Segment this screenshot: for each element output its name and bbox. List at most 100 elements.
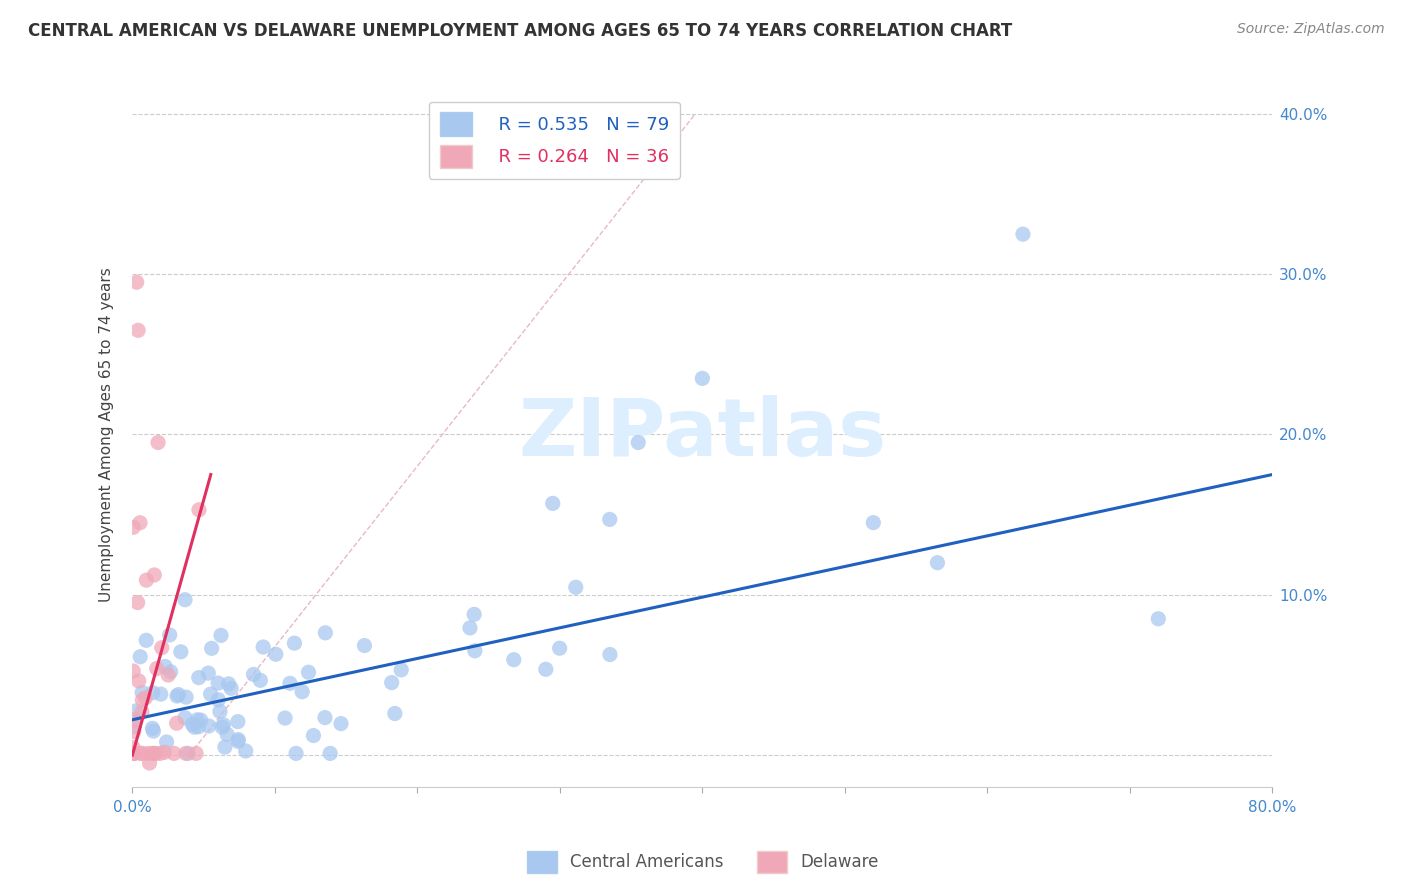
Point — [141, 747, 163, 761]
Point — [226, 734, 249, 748]
Legend:   R = 0.535   N = 79,   R = 0.264   N = 36: R = 0.535 N = 79, R = 0.264 N = 36 — [429, 102, 679, 178]
Point — [174, 592, 197, 607]
Point — [134, 690, 156, 705]
Text: Source: ZipAtlas.com: Source: ZipAtlas.com — [1237, 22, 1385, 37]
Point — [283, 636, 305, 650]
Point — [302, 729, 325, 743]
Point — [627, 435, 650, 450]
Point — [174, 747, 197, 761]
Point — [153, 745, 176, 759]
Point — [129, 649, 152, 664]
Point — [122, 713, 145, 727]
Point — [381, 675, 404, 690]
Point — [208, 705, 231, 719]
Point — [187, 671, 209, 685]
Point — [207, 693, 229, 707]
Point — [122, 747, 145, 761]
Point — [135, 573, 157, 587]
Point — [138, 756, 160, 770]
Point — [153, 659, 176, 673]
Point — [131, 685, 153, 699]
Point — [142, 747, 165, 761]
Point — [190, 713, 212, 727]
Point — [458, 621, 481, 635]
Point — [314, 711, 336, 725]
Point — [927, 556, 949, 570]
Point — [212, 717, 235, 731]
Point — [125, 275, 148, 289]
Point — [129, 747, 152, 761]
Legend: Central Americans, Delaware: Central Americans, Delaware — [520, 845, 886, 880]
Point — [274, 711, 297, 725]
Point — [502, 653, 524, 667]
Point — [291, 684, 314, 698]
Point — [181, 717, 204, 731]
Point — [197, 719, 219, 733]
Point — [135, 633, 157, 648]
Point — [184, 747, 207, 761]
Point — [249, 673, 271, 688]
Point — [242, 667, 264, 681]
Point — [599, 648, 621, 662]
Point — [278, 676, 301, 690]
Point — [136, 747, 159, 761]
Point — [197, 666, 219, 681]
Point — [599, 512, 621, 526]
Point — [122, 740, 145, 755]
Point — [297, 665, 319, 680]
Point — [1012, 227, 1035, 242]
Point — [226, 714, 249, 729]
Point — [166, 716, 188, 731]
Point — [150, 640, 173, 655]
Text: CENTRAL AMERICAN VS DELAWARE UNEMPLOYMENT AMONG AGES 65 TO 74 YEARS CORRELATION : CENTRAL AMERICAN VS DELAWARE UNEMPLOYMEN… — [28, 22, 1012, 40]
Point — [149, 687, 172, 701]
Point — [235, 744, 257, 758]
Point — [122, 664, 145, 678]
Point — [122, 747, 145, 761]
Point — [131, 693, 153, 707]
Point — [201, 641, 224, 656]
Point — [186, 713, 208, 727]
Point — [384, 706, 406, 721]
Point — [159, 628, 181, 642]
Point — [177, 747, 200, 761]
Point — [149, 747, 172, 761]
Point — [565, 580, 588, 594]
Point — [183, 720, 205, 734]
Point — [122, 747, 145, 761]
Text: ZIPatlas: ZIPatlas — [519, 395, 886, 474]
Point — [188, 503, 211, 517]
Point — [463, 607, 485, 622]
Point — [285, 747, 308, 761]
Point — [217, 727, 239, 741]
Point — [127, 323, 149, 337]
Y-axis label: Unemployment Among Ages 65 to 74 years: Unemployment Among Ages 65 to 74 years — [100, 267, 114, 602]
Point — [122, 720, 145, 734]
Point — [159, 665, 181, 679]
Point — [156, 735, 179, 749]
Point — [125, 704, 148, 718]
Point — [319, 747, 342, 761]
Point — [218, 677, 240, 691]
Point — [226, 732, 249, 747]
Point — [174, 690, 197, 705]
Point — [541, 496, 564, 510]
Point — [353, 639, 375, 653]
Point — [129, 516, 152, 530]
Point — [128, 673, 150, 688]
Point — [166, 689, 188, 703]
Point — [219, 681, 242, 696]
Point — [167, 688, 190, 702]
Point — [145, 661, 167, 675]
Point — [143, 747, 166, 761]
Point — [207, 676, 229, 690]
Point — [174, 711, 197, 725]
Point — [122, 724, 145, 739]
Point — [1147, 612, 1170, 626]
Point — [142, 724, 165, 739]
Point — [157, 668, 180, 682]
Point — [214, 740, 236, 755]
Point — [389, 663, 412, 677]
Point — [187, 720, 209, 734]
Point — [534, 662, 557, 676]
